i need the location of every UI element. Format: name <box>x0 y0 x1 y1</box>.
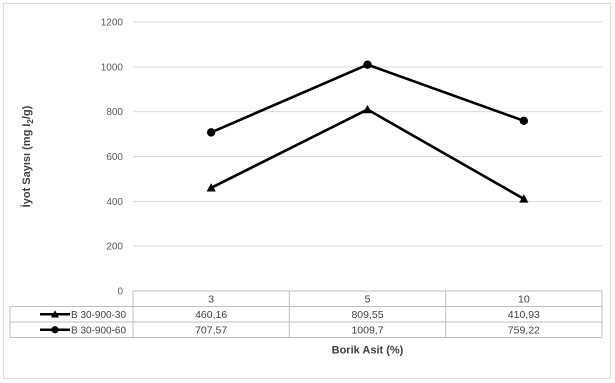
y-tick-label: 600 <box>106 152 123 163</box>
y-axis-title-end: /g) <box>21 105 33 119</box>
table-value-cell: 809,55 <box>351 309 383 321</box>
gridlines <box>133 21 602 247</box>
line-chart: 0 200 400 600 800 1000 1200 3 5 10 B 30-900-30 460… <box>9 18 603 357</box>
y-tick-label: 800 <box>106 107 123 118</box>
table-value-cell: 707,57 <box>195 325 227 337</box>
x-axis-title: Borik Asit (%) <box>332 345 404 357</box>
y-tick-label: 200 <box>106 242 123 253</box>
y-tick-label: 1000 <box>101 62 124 73</box>
data-point <box>519 116 529 126</box>
y-axis-title: İyot Sayısı (mg I2/g) <box>20 105 35 207</box>
x-tick-label: 5 <box>365 294 371 306</box>
y-tick-label: 0 <box>117 287 123 298</box>
series-layer <box>206 60 529 203</box>
data-point <box>206 128 216 137</box>
series-line-1 <box>210 108 525 201</box>
legend-key-marker <box>51 310 59 318</box>
data-point <box>206 183 216 192</box>
y-tick-label: 400 <box>106 197 123 208</box>
data-table: 3 5 10 B 30-900-30 460,16 809,55 410,93 B 30-90… <box>9 290 603 338</box>
y-axis-title-main: İyot Sayısı (mg I <box>20 124 33 208</box>
data-point <box>363 60 372 69</box>
y-axis-title-subscript: 2 <box>26 119 35 124</box>
table-value-cell: 1009,7 <box>351 325 383 337</box>
legend-label: B 30-900-60 <box>71 325 126 336</box>
y-tick-label: 1200 <box>101 18 124 29</box>
series-line-2 <box>210 63 525 134</box>
data-point <box>362 104 373 114</box>
data-point <box>519 194 529 203</box>
x-tick-label: 10 <box>518 294 530 306</box>
table-value-cell: 410,93 <box>508 309 540 321</box>
legend-key-marker <box>51 326 59 334</box>
table-value-cell: 460,16 <box>195 309 227 321</box>
table-value-cell: 759,22 <box>508 325 540 337</box>
x-tick-label: 3 <box>208 294 214 306</box>
legend-label: B 30-900-30 <box>71 310 126 321</box>
chart-frame: 0 200 400 600 800 1000 1200 3 5 10 B 30-900-30 460… <box>3 3 611 379</box>
y-axis-ticks: 0 200 400 600 800 1000 1200 <box>101 18 124 298</box>
